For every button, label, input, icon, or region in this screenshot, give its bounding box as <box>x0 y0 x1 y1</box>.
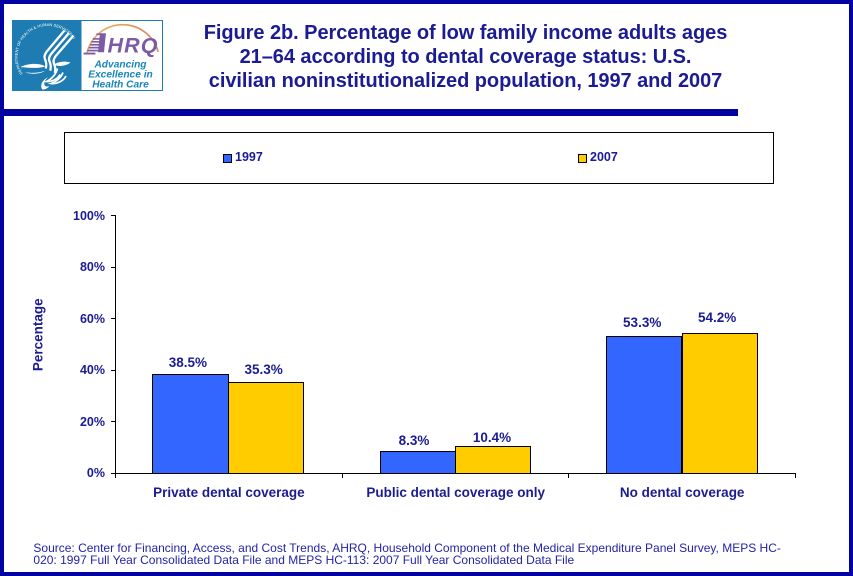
svg-text:Health Care: Health Care <box>92 79 149 90</box>
svg-text:HRQ: HRQ <box>107 33 158 57</box>
svg-text:Advancing: Advancing <box>93 59 147 70</box>
svg-text:Excellence in: Excellence in <box>88 69 153 80</box>
